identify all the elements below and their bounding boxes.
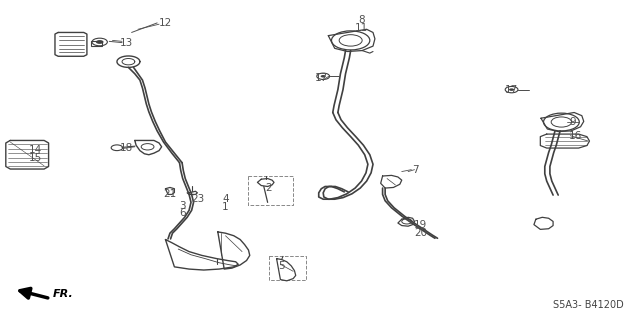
Text: 4: 4 — [222, 194, 228, 204]
Text: 5: 5 — [278, 261, 285, 271]
Text: 17: 17 — [315, 72, 328, 83]
Text: 1: 1 — [222, 202, 228, 212]
Circle shape — [96, 40, 104, 44]
Text: 9: 9 — [569, 117, 575, 127]
Text: 2: 2 — [266, 183, 272, 193]
Text: 16: 16 — [569, 131, 582, 141]
Text: 20: 20 — [414, 227, 428, 238]
Text: 11: 11 — [355, 23, 368, 33]
Text: 6: 6 — [179, 209, 186, 219]
Text: FR.: FR. — [53, 288, 74, 299]
Text: 21: 21 — [163, 189, 177, 199]
Text: 14: 14 — [29, 145, 42, 155]
Text: 13: 13 — [120, 38, 133, 48]
Bar — [92, 41, 102, 46]
Text: 19: 19 — [414, 219, 428, 230]
Circle shape — [321, 75, 326, 78]
Text: S5A3- B4120D: S5A3- B4120D — [552, 300, 623, 310]
Text: 3: 3 — [179, 201, 186, 211]
Text: 17: 17 — [505, 85, 518, 95]
Text: 15: 15 — [29, 153, 42, 163]
Text: 23: 23 — [191, 194, 204, 204]
Circle shape — [509, 88, 514, 91]
Text: 7: 7 — [412, 165, 419, 175]
Text: 8: 8 — [358, 15, 365, 25]
Text: 18: 18 — [120, 143, 133, 153]
Text: 12: 12 — [159, 18, 172, 28]
